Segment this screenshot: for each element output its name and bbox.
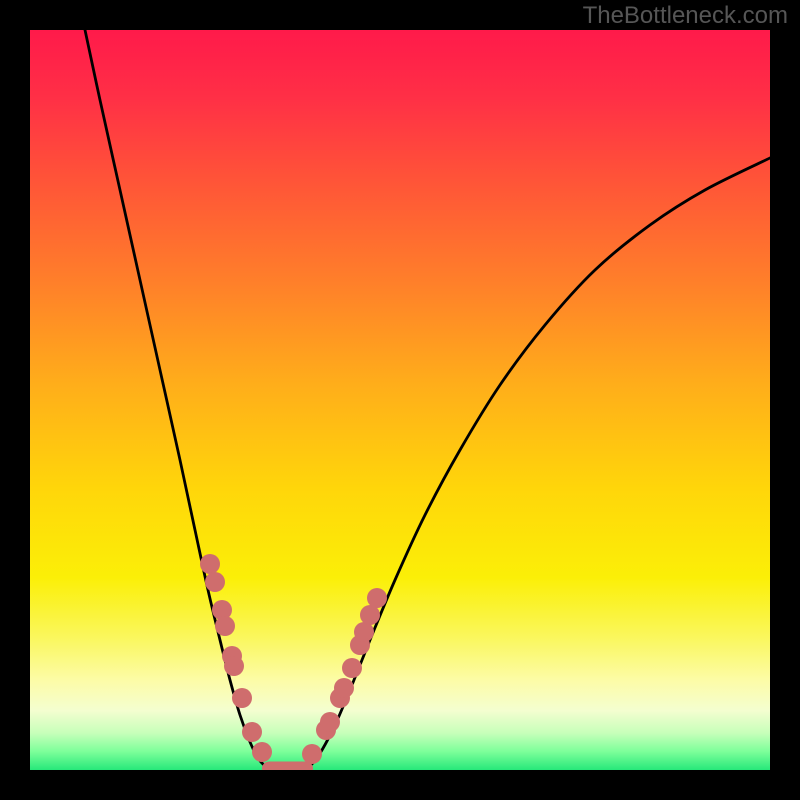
- data-marker: [205, 572, 225, 592]
- plot-background: [30, 30, 770, 770]
- data-marker: [334, 678, 354, 698]
- bottleneck-curve-chart: [0, 0, 800, 800]
- watermark-text: TheBottleneck.com: [583, 2, 788, 30]
- data-marker: [242, 722, 262, 742]
- data-marker: [367, 588, 387, 608]
- data-marker: [320, 712, 340, 732]
- chart-border-left: [0, 0, 30, 800]
- chart-frame: TheBottleneck.com: [0, 0, 800, 800]
- chart-border-right: [770, 0, 800, 800]
- data-marker: [232, 688, 252, 708]
- data-marker: [302, 744, 322, 764]
- data-marker: [252, 742, 272, 762]
- data-marker: [215, 616, 235, 636]
- data-marker: [200, 554, 220, 574]
- data-marker: [354, 622, 374, 642]
- chart-border-bottom: [0, 770, 800, 800]
- data-marker: [342, 658, 362, 678]
- data-marker: [224, 656, 244, 676]
